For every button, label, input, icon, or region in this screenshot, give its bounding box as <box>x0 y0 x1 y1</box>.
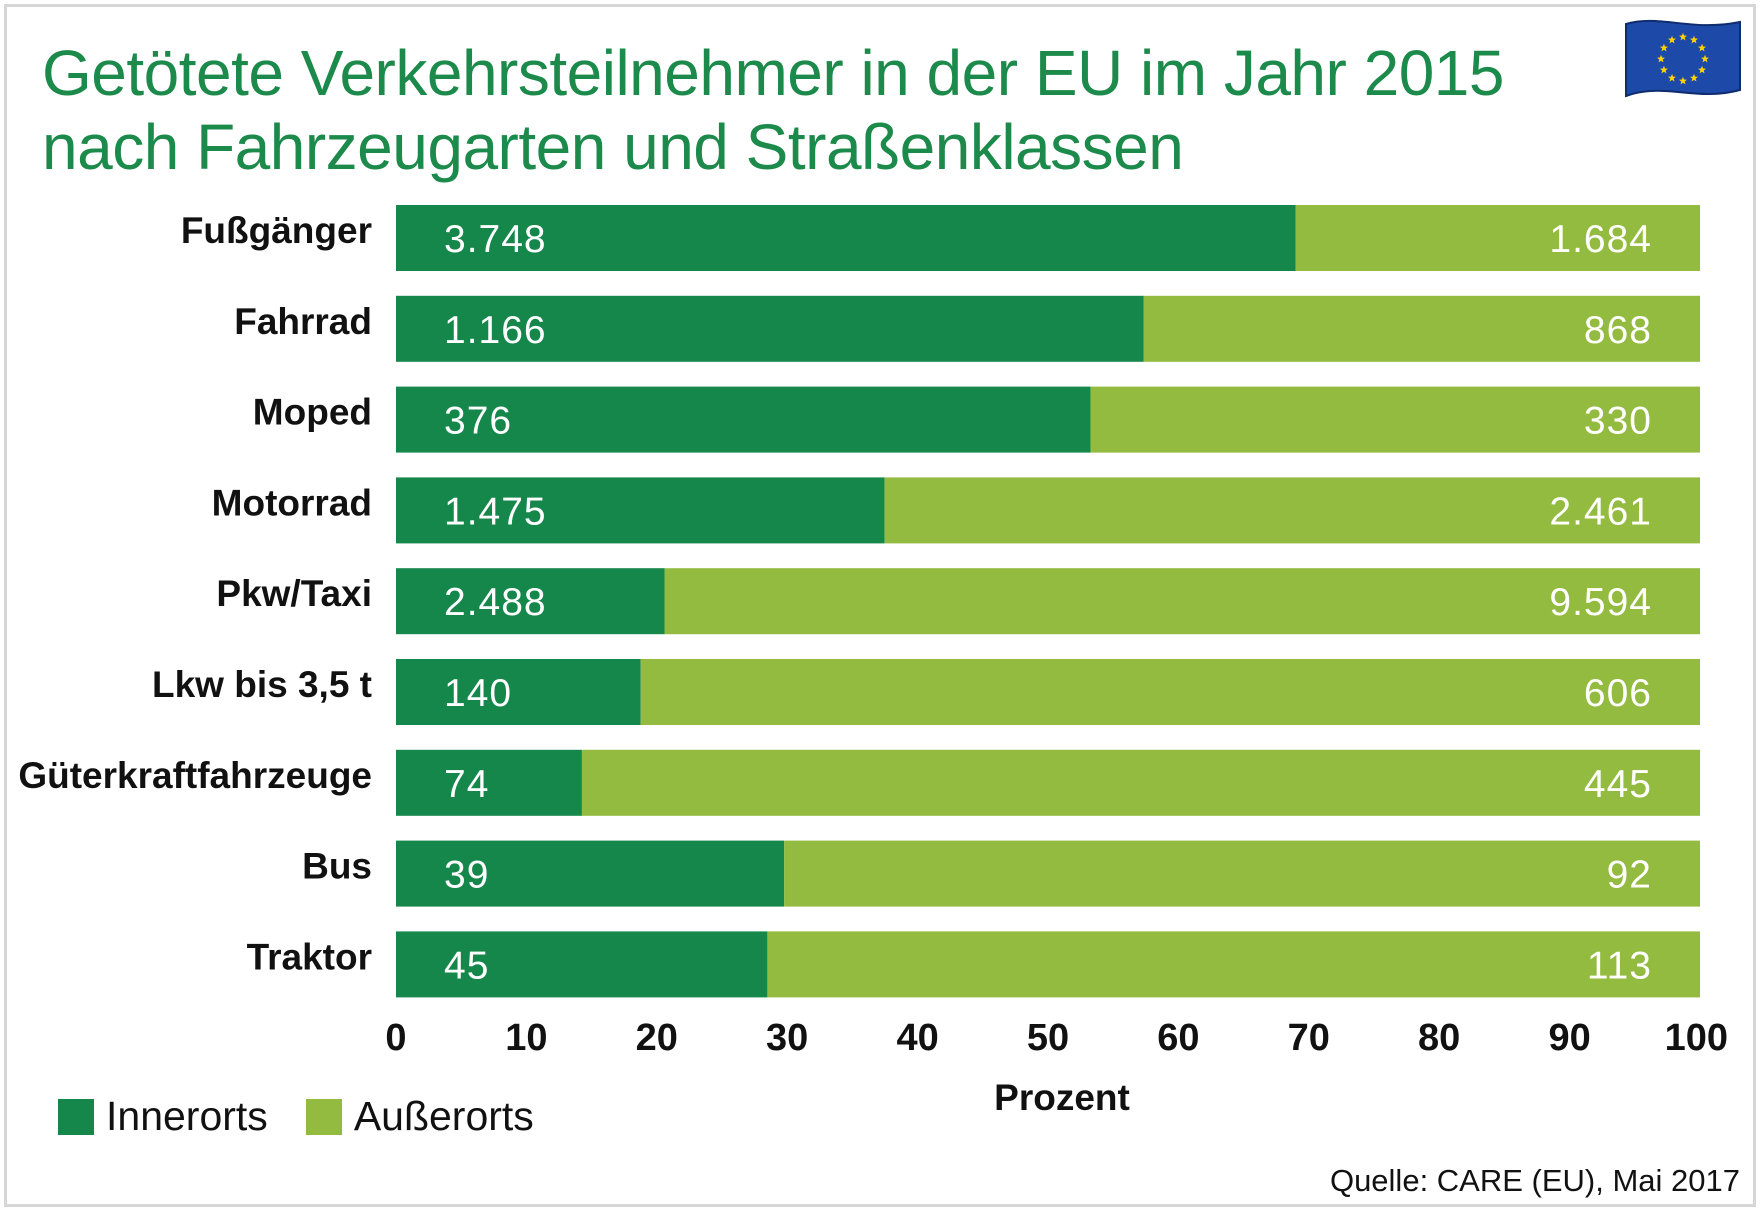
category-label-traktor: Traktor <box>247 936 372 977</box>
category-label-fahrrad: Fahrrad <box>234 301 372 342</box>
category-label-pkw-taxi: Pkw/Taxi <box>216 573 372 614</box>
x-tick-10: 10 <box>505 1017 547 1059</box>
flag-star <box>1690 73 1698 82</box>
chart-frame <box>4 4 1756 1207</box>
legend-label-ausserorts: Außerorts <box>353 1093 534 1139</box>
value-label-innerorts-fahrrad: 1.166 <box>444 309 547 352</box>
x-axis-label: Prozent <box>994 1077 1130 1118</box>
value-label-innerorts-pkw-taxi: 2.488 <box>444 581 547 624</box>
value-label-ausserorts-fussganger: 1.684 <box>1549 218 1652 261</box>
bar-ausserorts-bus <box>784 840 1700 907</box>
value-label-ausserorts-guterkraftfahrzeuge: 445 <box>1584 763 1652 806</box>
value-label-innerorts-moped: 376 <box>444 400 512 443</box>
value-label-innerorts-traktor: 45 <box>444 944 489 987</box>
bar-ausserorts-moped <box>1090 386 1700 453</box>
bar-innerorts-bus <box>396 840 785 907</box>
chart-title: Getötete Verkehrsteilnehmer in der EU im… <box>42 36 1504 184</box>
flag-star <box>1659 65 1668 74</box>
x-tick-60: 60 <box>1157 1017 1199 1059</box>
flag-stars <box>1657 32 1709 85</box>
bar-ausserorts-lkw-bis-3-5-t <box>640 659 1700 725</box>
bar-ausserorts-guterkraftfahrzeuge <box>581 749 1700 816</box>
bar-ausserorts-pkw-taxi <box>664 568 1700 635</box>
x-tick-40: 40 <box>896 1017 938 1059</box>
category-label-motorrad: Motorrad <box>212 482 372 523</box>
bar-ausserorts-traktor <box>767 931 1700 998</box>
legend-item-ausserorts: Außerorts <box>305 1093 534 1140</box>
category-labels: Fußgänger Fahrrad Moped Motorrad Pkw/Taxi Lkw… <box>18 210 372 977</box>
chart-title-line-2: nach Fahrzeugarten und Straßenklassen <box>42 111 1184 183</box>
bar-innerorts-fahrrad <box>396 295 1144 362</box>
value-label-innerorts-fussganger: 3.748 <box>444 218 547 261</box>
eu-flag-icon <box>1625 19 1741 98</box>
x-tick-50: 50 <box>1027 1017 1069 1059</box>
category-label-lkw-bis-3-5-t: Lkw bis 3,5 t <box>152 664 372 705</box>
bar-innerorts-lkw-bis-3-5-t <box>396 659 641 725</box>
flag-cloth <box>1625 19 1741 98</box>
x-tick-100: 100 <box>1665 1017 1728 1059</box>
bar-innerorts-moped <box>396 386 1091 453</box>
bar-innerorts-traktor <box>396 931 768 998</box>
x-tick-20: 20 <box>636 1017 678 1059</box>
value-label-ausserorts-traktor: 113 <box>1587 944 1652 987</box>
category-label-moped: Moped <box>253 392 372 433</box>
x-axis-ticks: 0 10 20 30 40 50 60 70 80 90 100 <box>385 1017 1728 1059</box>
flag-star <box>1698 65 1707 74</box>
bar-innerorts-guterkraftfahrzeuge <box>396 749 582 816</box>
legend-swatch-ausserorts <box>305 1098 342 1135</box>
bar-ausserorts-motorrad <box>884 477 1700 544</box>
source-note: Quelle: CARE (EU), Mai 2017 <box>1329 1163 1740 1198</box>
x-tick-30: 30 <box>766 1017 808 1059</box>
bar-innerorts-fussganger <box>396 205 1296 271</box>
category-label-bus: Bus <box>302 846 372 887</box>
value-label-innerorts-lkw-bis-3-5-t: 140 <box>444 672 512 715</box>
legend-item-innerorts: Innerorts <box>58 1093 268 1140</box>
category-label-fussganger: Fußgänger <box>181 210 372 251</box>
bar-innerorts-pkw-taxi <box>396 568 665 635</box>
legend-swatch-innerorts <box>58 1098 94 1135</box>
value-label-ausserorts-fahrrad: 868 <box>1584 309 1652 352</box>
x-tick-80: 80 <box>1418 1017 1460 1059</box>
flag-star <box>1657 54 1665 63</box>
bar-innerorts-motorrad <box>396 477 885 544</box>
value-label-ausserorts-pkw-taxi: 9.594 <box>1549 581 1652 624</box>
flag-star <box>1659 43 1668 52</box>
flag-star <box>1679 76 1687 85</box>
flag-star <box>1679 32 1687 41</box>
bar-ausserorts-fahrrad <box>1143 295 1700 362</box>
x-tick-0: 0 <box>385 1017 406 1059</box>
flag-star <box>1668 35 1676 44</box>
x-tick-90: 90 <box>1548 1017 1590 1059</box>
value-labels: 3.748 1.684 1.166 868 376 330 1.475 2.461 2.488 9… <box>444 218 1652 987</box>
bar-group <box>396 205 1700 998</box>
value-label-innerorts-bus: 39 <box>444 854 489 897</box>
flag-star <box>1698 43 1707 52</box>
chart-title-line-1: Getötete Verkehrsteilnehmer in der EU im… <box>42 37 1504 109</box>
value-label-ausserorts-bus: 92 <box>1607 854 1652 897</box>
bar-ausserorts-fussganger <box>1295 205 1700 271</box>
value-label-ausserorts-lkw-bis-3-5-t: 606 <box>1584 672 1652 715</box>
flag-star <box>1690 35 1698 44</box>
category-label-guterkraftfahrzeuge: Güterkraftfahrzeuge <box>18 755 372 796</box>
x-tick-70: 70 <box>1288 1017 1330 1059</box>
legend-label-innerorts: Innerorts <box>106 1093 268 1139</box>
flag-star <box>1701 54 1709 63</box>
value-label-innerorts-guterkraftfahrzeuge: 74 <box>444 763 489 806</box>
value-label-innerorts-motorrad: 1.475 <box>444 490 547 533</box>
value-label-ausserorts-moped: 330 <box>1584 400 1652 443</box>
value-label-ausserorts-motorrad: 2.461 <box>1549 490 1652 533</box>
legend: Innerorts Außerorts <box>58 1093 572 1140</box>
flag-star <box>1668 73 1676 82</box>
